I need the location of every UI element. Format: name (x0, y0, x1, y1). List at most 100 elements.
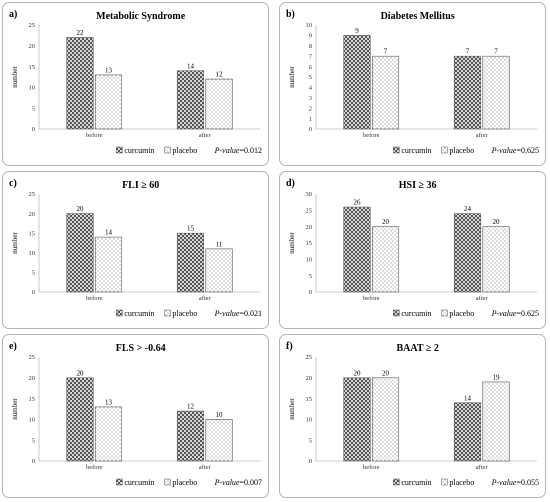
legend-label: placebo (172, 146, 197, 155)
chart-svg: a) Metabolic Syndrome number 0 5 10 15 20 25 22 13… (9, 9, 262, 155)
y-axis-label: number (11, 232, 19, 254)
legend-swatch-curcumin (116, 478, 123, 486)
bar-curcumin-before (343, 35, 371, 130)
bar-placebo-before (371, 55, 400, 130)
data-label: 11 (216, 240, 223, 248)
y-tick-label: 25 (29, 22, 36, 29)
bar-curcumin-after (176, 410, 205, 462)
category-label: before (86, 464, 103, 471)
legend-swatch-placebo (441, 478, 448, 486)
bar-placebo-after (482, 226, 510, 293)
data-label: 13 (105, 398, 113, 406)
legend-swatch-placebo (164, 309, 171, 317)
data-label: 14 (187, 62, 195, 70)
legend-label: curcumin (124, 478, 154, 487)
category-label: after (199, 464, 212, 471)
p-value-text: P-value=0.007 (214, 478, 262, 487)
panel-label: b) (286, 9, 295, 20)
y-tick-label: 20 (306, 224, 313, 231)
y-tick-label: 0 (309, 458, 312, 465)
y-tick-label: 3 (309, 95, 312, 102)
category-label: after (199, 295, 212, 302)
y-tick-label: 5 (32, 437, 35, 444)
panel-label: c) (9, 178, 17, 189)
legend-label: placebo (449, 478, 474, 487)
category-label: before (363, 295, 380, 302)
data-label: 7 (466, 48, 470, 56)
bar-placebo-after (482, 55, 510, 130)
data-label: 20 (382, 369, 390, 377)
data-label: 13 (105, 66, 113, 74)
data-label: 19 (493, 373, 501, 381)
legend-label: curcumin (124, 146, 154, 155)
chart-svg: d) HSI ≥ 36 number 0 5 10 15 20 25 30 26 20 before 24… (286, 178, 539, 318)
category-label: before (363, 132, 380, 139)
chart-panel-c: c) FLI ≥ 60 number 0 5 10 15 20 25 20 14 before 15 11… (2, 171, 269, 329)
y-tick-label: 15 (29, 230, 36, 237)
y-axis-label: number (288, 66, 296, 88)
y-tick-label: 1 (309, 116, 312, 123)
data-label: 10 (216, 411, 224, 419)
y-tick-label: 10 (306, 417, 313, 424)
panel-label: e) (9, 341, 17, 352)
bar-placebo-after (482, 381, 510, 462)
chart-svg: e) FLS > -0.64 number 0 5 10 15 20 25 20 13 before 1… (9, 341, 262, 487)
category-label: after (476, 464, 489, 471)
bar-placebo-after (205, 78, 233, 130)
y-tick-label: 20 (306, 375, 313, 382)
data-label: 12 (187, 403, 195, 411)
chart-title: BAAT ≥ 2 (396, 343, 438, 354)
bar-curcumin-after (176, 232, 205, 293)
y-tick-label: 15 (29, 396, 36, 403)
data-label: 20 (353, 369, 361, 377)
y-tick-label: 10 (306, 257, 313, 264)
category-label: after (476, 132, 489, 139)
y-axis-label: number (288, 398, 296, 420)
legend-label: placebo (172, 478, 197, 487)
bar-curcumin-after (453, 213, 482, 293)
bar-placebo-after (205, 419, 233, 462)
y-tick-label: 6 (309, 64, 313, 71)
bar-curcumin-after (176, 70, 205, 130)
chart-panel-e: e) FLS > -0.64 number 0 5 10 15 20 25 20 13 before 1… (2, 334, 269, 498)
data-label: 20 (382, 218, 390, 226)
legend-swatch-placebo (164, 478, 171, 486)
chart-title: Diabetes Mellitus (381, 11, 455, 22)
legend-swatch-placebo (441, 146, 448, 154)
legend-swatch-placebo (164, 146, 171, 154)
chart-title: HSI ≥ 36 (399, 180, 437, 191)
bar-placebo-before (371, 226, 400, 293)
y-tick-label: 4 (309, 85, 313, 92)
data-label: 7 (384, 48, 388, 56)
chart-title: Metabolic Syndrome (96, 11, 186, 22)
y-tick-label: 10 (306, 22, 313, 29)
data-label: 9 (355, 27, 359, 35)
y-tick-label: 0 (32, 458, 35, 465)
legend-label: placebo (449, 309, 474, 318)
y-tick-label: 20 (29, 211, 36, 218)
category-label: after (199, 132, 212, 139)
chart-svg: f) BAAT ≥ 2 number 0 5 10 15 20 25 20 20 before 14 19… (286, 341, 539, 487)
legend-label: curcumin (401, 478, 431, 487)
y-tick-label: 25 (29, 354, 36, 361)
y-tick-label: 5 (32, 105, 35, 112)
chart-panel-f: f) BAAT ≥ 2 number 0 5 10 15 20 25 20 20 before 14 19… (279, 334, 546, 498)
y-tick-label: 8 (309, 43, 312, 50)
data-label: 20 (76, 205, 84, 213)
y-tick-label: 15 (29, 64, 36, 71)
chart-panel-b: b) Diabetes Mellitus number 0 1 2 3 4 5 6 7 8 9 10 9 7 b… (279, 2, 546, 166)
y-tick-label: 25 (306, 208, 313, 215)
p-value-text: P-value=0.625 (491, 309, 539, 318)
bar-placebo-after (205, 248, 233, 293)
bar-curcumin-before (343, 206, 371, 293)
y-tick-label: 9 (309, 33, 312, 40)
y-tick-label: 0 (309, 289, 312, 296)
chart-title: FLS > -0.64 (116, 343, 166, 354)
y-axis-label: number (11, 66, 19, 88)
chart-svg: c) FLI ≥ 60 number 0 5 10 15 20 25 20 14 before 15 11… (9, 178, 262, 318)
y-axis-label: number (288, 232, 296, 254)
p-value-text: P-value=0.055 (491, 478, 539, 487)
category-label: before (363, 464, 380, 471)
bar-placebo-before (94, 406, 123, 462)
bar-curcumin-after (453, 402, 482, 462)
